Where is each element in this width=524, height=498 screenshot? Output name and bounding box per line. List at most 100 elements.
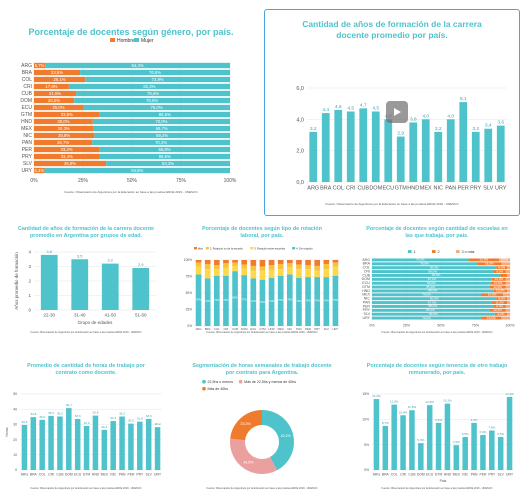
- bar: [128, 423, 134, 470]
- legend-swatch: [134, 38, 139, 42]
- bar-segment: [76, 90, 230, 97]
- legend-swatch: [205, 247, 209, 250]
- data-label: 26,1%: [54, 77, 66, 82]
- panel-source: Fuente: Observatorio de Argentinos por l…: [206, 331, 318, 334]
- data-label: 72%: [251, 299, 257, 303]
- bar: [346, 111, 355, 182]
- panel-title: Promedio de cantidad de horas de trabajo…: [27, 363, 145, 377]
- data-label: 3,2: [107, 258, 113, 263]
- x-tick-label: 41-50: [104, 313, 116, 318]
- bar-segment: [507, 289, 510, 293]
- panel-training-years-by-age: Cantidad de años de formación de la carr…: [0, 220, 172, 340]
- bar-segment: [204, 263, 211, 270]
- bar-segment: [492, 301, 508, 305]
- bar-segment: [204, 260, 211, 264]
- y-tick-label: CRI: [364, 269, 370, 273]
- bar-segment: [68, 83, 230, 90]
- bar-segment: [94, 132, 230, 139]
- data-label: 4,4: [322, 107, 329, 113]
- y-tick-label: PAN: [363, 300, 371, 304]
- bar-segment: [250, 270, 257, 279]
- x-tick-label: PAN: [296, 327, 302, 331]
- x-tick-label: 100%: [505, 324, 515, 328]
- x-tick-label: COL: [214, 327, 220, 331]
- x-tick-label: CUB: [232, 327, 238, 331]
- panel-title: Cantidad de años de formación de la carr…: [302, 19, 482, 41]
- bar-segment: [195, 260, 202, 263]
- bar-segment: [372, 293, 482, 297]
- bar: [391, 404, 397, 470]
- data-label: 26,4: [101, 425, 107, 429]
- y-tick-label: 0%: [187, 324, 192, 328]
- data-label: 33,2%: [61, 147, 73, 152]
- data-label: 31,8: [137, 417, 143, 421]
- x-tick-label: NIC: [110, 472, 116, 476]
- y-tick-label: ARG: [362, 258, 370, 262]
- bar-segment: [286, 260, 293, 264]
- data-label: 10,0%: [496, 289, 505, 293]
- bar-segment: [296, 277, 302, 326]
- x-tick-label: BRA: [205, 327, 211, 331]
- x-tick-label: GTM: [395, 186, 408, 192]
- data-label: 17,8%: [45, 84, 57, 89]
- data-label: 73%: [296, 299, 302, 303]
- bar-segment: [323, 260, 330, 264]
- x-tick-label: MEX: [420, 186, 432, 192]
- bar: [435, 422, 442, 470]
- play-button-icon[interactable]: [386, 101, 408, 123]
- x-tick-label: 25%: [403, 324, 411, 328]
- data-label: 85,0%: [426, 308, 435, 312]
- bar-segment: [34, 167, 45, 174]
- data-label: 76%: [214, 298, 220, 302]
- bar-segment: [241, 268, 248, 276]
- panel-training-years-by-country[interactable]: Cantidad de años de formación de la carr…: [264, 9, 520, 216]
- data-label: 70,3%: [155, 140, 167, 145]
- data-label: 33,6: [146, 414, 152, 418]
- x-tick-label: ECU: [74, 472, 82, 476]
- data-label: 3,5: [77, 253, 83, 258]
- data-label: 66,5%: [159, 112, 171, 117]
- data-label: 12,0%: [493, 285, 502, 289]
- y-tick-label: 10%: [362, 418, 369, 422]
- legend-swatch: [456, 250, 460, 253]
- data-label: 3,2: [472, 126, 479, 132]
- bar-segment: [268, 277, 275, 326]
- data-label: 88,0%: [428, 289, 437, 293]
- x-tick-label: ECU: [382, 186, 394, 192]
- x-tick-label: CRI: [346, 186, 356, 192]
- bar: [409, 410, 415, 470]
- bar-segment: [268, 260, 275, 266]
- bar-segment: [481, 316, 502, 320]
- data-label: 88,0%: [428, 304, 437, 308]
- y-tick-label: 0: [15, 468, 17, 472]
- x-tick-label: CRI: [400, 472, 406, 476]
- legend-label: 22,5hs o menos: [208, 380, 234, 384]
- bar-segment: [268, 265, 275, 270]
- y-tick-label: 30: [13, 423, 17, 427]
- data-label: 33,5%: [61, 112, 73, 117]
- data-label: 76%: [278, 298, 284, 302]
- y-tick-label: 100%: [184, 258, 192, 262]
- bar-segment: [372, 304, 494, 308]
- bar-segment: [305, 277, 311, 326]
- bar-segment: [286, 263, 293, 268]
- bar-segment: [496, 266, 508, 270]
- bar-segment: [372, 262, 477, 266]
- y-tick-label: GTM: [362, 285, 370, 289]
- data-label: 74%: [324, 299, 330, 303]
- x-tick-label: COL: [391, 472, 398, 476]
- x-tick-label: PAN: [119, 472, 126, 476]
- bar: [462, 437, 468, 470]
- x-tick-label: HND: [407, 186, 419, 192]
- hours-chart: 0 10 20 30 40 50 29,6 ARG 34,8 BRA 33,0 COL 35,6 CRI 3…: [5, 392, 162, 476]
- bar: [418, 443, 424, 470]
- panel-gender-by-country: Porcentaje de docentes según género, por…: [0, 0, 262, 200]
- x-tick-label: 31-40: [74, 313, 86, 318]
- data-label: 3,8: [410, 116, 417, 122]
- bar-segment: [223, 275, 229, 326]
- legend-swatch: [408, 250, 412, 253]
- x-tick-label: 50%: [127, 178, 138, 184]
- bar-segment: [372, 266, 497, 270]
- bar-segment: [332, 266, 339, 276]
- panel-source: Fuente: Observatorio de Argentinos por l…: [64, 190, 198, 194]
